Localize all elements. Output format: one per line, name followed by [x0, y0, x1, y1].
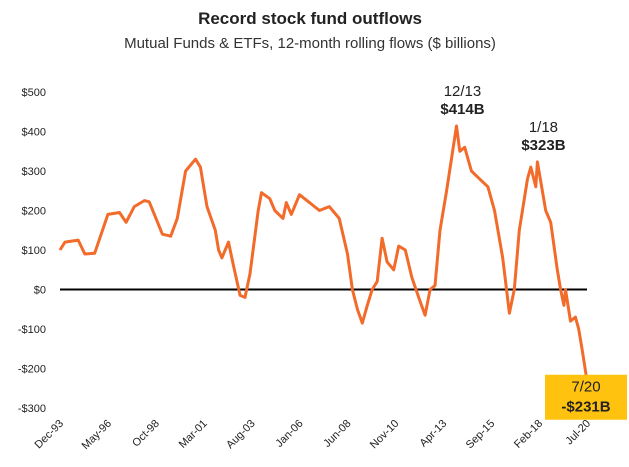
- x-tick-label: Nov-10: [368, 418, 402, 452]
- y-tick-label: -$300: [18, 403, 46, 415]
- x-tick-label: Aug-03: [224, 418, 258, 452]
- x-tick-label: Dec-93: [33, 418, 67, 452]
- y-tick-label: $300: [22, 166, 46, 178]
- highlight-box: [545, 374, 627, 420]
- x-tick-label: Feb-18: [512, 418, 545, 451]
- x-tick-label: May-96: [80, 418, 114, 452]
- annotation-value: $414B: [440, 101, 484, 118]
- annotation-date: 7/20: [571, 379, 600, 396]
- x-tick-label: Jan-06: [273, 418, 305, 450]
- annotation-value: $323B: [521, 137, 565, 154]
- y-tick-label: $400: [22, 127, 46, 139]
- x-tick-label: Oct-98: [130, 418, 162, 450]
- y-tick-label: $0: [34, 285, 46, 297]
- y-tick-label: $200: [22, 206, 46, 218]
- line: [58, 124, 589, 381]
- x-tick-label: Jun-08: [321, 418, 353, 450]
- y-tick-label: -$200: [18, 364, 46, 376]
- annotation-date: 1/18: [529, 119, 558, 136]
- x-tick-label: Sep-15: [464, 418, 498, 452]
- x-tick-label: Apr-13: [418, 418, 450, 450]
- x-tick-label: Mar-01: [177, 418, 210, 451]
- annotation-value: -$231B: [561, 399, 610, 416]
- chart-subtitle: Mutual Funds & ETFs, 12-month rolling fl…: [124, 35, 496, 52]
- y-tick-label: $100: [22, 245, 46, 257]
- annotation-date: 12/13: [444, 83, 482, 100]
- y-tick-label: -$100: [18, 324, 46, 336]
- chart-title: Record stock fund outflows: [198, 9, 422, 28]
- y-tick-label: $500: [22, 87, 46, 99]
- x-tick-label: Jul-20: [563, 418, 593, 448]
